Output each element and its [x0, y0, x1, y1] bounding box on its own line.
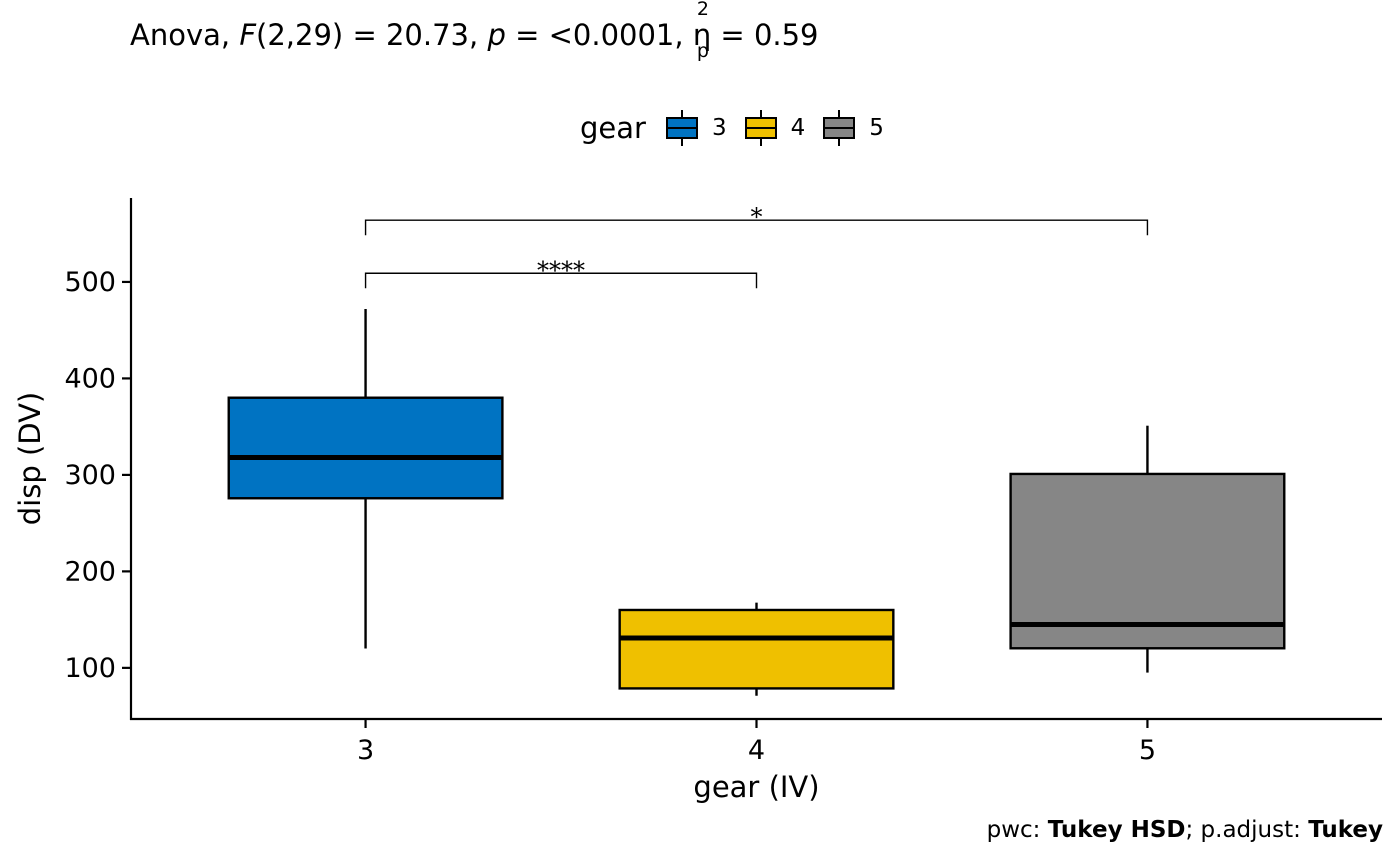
legend-key-5: [821, 110, 857, 146]
legend-title: gear: [580, 111, 646, 145]
box-5: [1009, 472, 1286, 650]
significance-bracket: [364, 272, 758, 289]
box-4: [618, 608, 895, 690]
y-tick-label: 500: [64, 267, 116, 298]
x-tick-label: 5: [1139, 735, 1156, 766]
x-axis-label: gear (IV): [693, 770, 819, 804]
legend-label-3: 3: [711, 115, 727, 141]
y-tick-label: 200: [64, 556, 116, 587]
legend-item-3: 3: [664, 110, 727, 146]
y-tick-label: 100: [64, 653, 116, 684]
y-axis-label: disp (DV): [13, 392, 47, 526]
legend: gear 3 4 5: [580, 108, 900, 148]
legend-item-5: 5: [821, 110, 884, 146]
legend-label-5: 5: [869, 115, 884, 141]
box-3: [227, 396, 504, 500]
y-tick-label: 400: [64, 363, 116, 394]
legend-item-4: 4: [743, 110, 806, 146]
significance-label: *: [751, 203, 763, 231]
x-tick-label: 3: [357, 735, 374, 766]
y-tick-label: 300: [64, 460, 116, 491]
legend-label-4: 4: [790, 115, 806, 141]
caption: pwc: Tukey HSD; p.adjust: Tukey: [986, 817, 1383, 843]
significance-bracket: [364, 219, 1149, 236]
legend-key-3: [664, 110, 700, 146]
legend-key-4: [743, 110, 779, 146]
significance-label: ****: [537, 256, 585, 284]
x-tick-label: 4: [748, 735, 765, 766]
